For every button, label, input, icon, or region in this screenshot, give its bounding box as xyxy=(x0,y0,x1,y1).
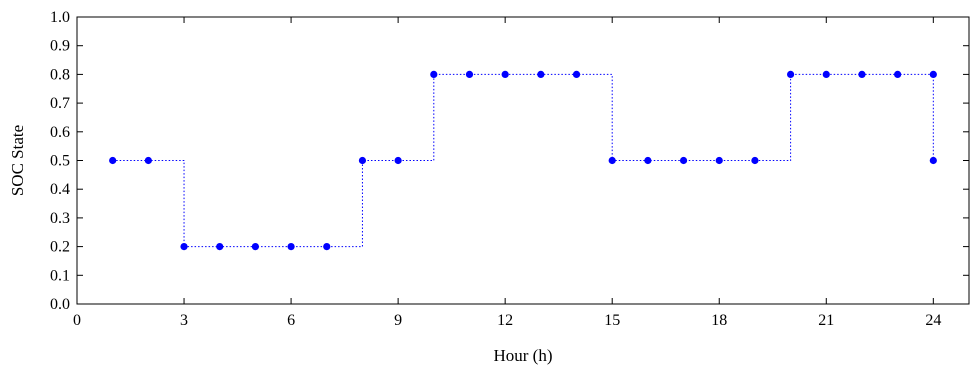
data-point xyxy=(501,70,509,78)
data-point xyxy=(537,70,545,78)
data-point xyxy=(858,70,866,78)
x-axis-label: Hour (h) xyxy=(493,346,552,365)
x-tick-label: 6 xyxy=(287,312,295,329)
data-point xyxy=(109,156,117,165)
y-tick-label: 1.0 xyxy=(50,9,70,26)
x-tick-label: 3 xyxy=(180,312,188,329)
data-point xyxy=(715,156,723,165)
y-tick-label: 0.9 xyxy=(50,38,70,55)
x-tick-label: 21 xyxy=(818,312,834,329)
data-point xyxy=(430,70,438,78)
y-tick-label: 0.7 xyxy=(50,95,70,112)
data-point xyxy=(572,70,581,78)
data-point xyxy=(287,243,295,251)
data-point xyxy=(787,70,795,78)
x-tick-label: 9 xyxy=(394,312,402,329)
data-point xyxy=(394,156,402,165)
y-tick-label: 0.0 xyxy=(50,296,70,313)
data-point xyxy=(180,243,188,251)
x-tick-label: 24 xyxy=(925,312,941,329)
plot-frame xyxy=(76,16,970,305)
y-tick-label: 0.8 xyxy=(50,66,70,83)
x-tick-label: 18 xyxy=(711,312,727,329)
x-tick-label: 15 xyxy=(604,312,620,329)
data-point xyxy=(216,243,224,251)
series-line xyxy=(112,73,934,248)
y-tick-label: 0.5 xyxy=(50,153,70,170)
data-point xyxy=(251,243,259,251)
data-point xyxy=(644,156,652,165)
y-tick-label: 0.3 xyxy=(50,210,70,227)
data-point xyxy=(929,70,937,78)
data-point xyxy=(679,156,688,165)
y-tick-label: 0.2 xyxy=(50,239,70,256)
y-tick-label: 0.1 xyxy=(50,267,70,284)
data-point xyxy=(465,70,474,78)
y-tick-label: 0.6 xyxy=(50,124,70,141)
y-tick-label: 0.4 xyxy=(50,181,70,198)
data-point xyxy=(894,70,902,78)
axes: 0 3 6 9 12 15 18 21 24 0.0 0.1 0.2 0.3 0.4 0.5 0.6 0.7 0.… xyxy=(50,9,970,329)
plot-area xyxy=(109,70,937,251)
data-point xyxy=(751,156,759,165)
data-point xyxy=(358,156,367,165)
data-point xyxy=(608,156,616,165)
data-point xyxy=(929,156,937,165)
data-point xyxy=(822,70,830,78)
data-point xyxy=(144,156,152,165)
x-tick-label: 0 xyxy=(73,312,81,329)
x-tick-label: 12 xyxy=(497,312,513,329)
data-point xyxy=(323,243,331,251)
y-axis-label: SOC State xyxy=(8,125,27,196)
